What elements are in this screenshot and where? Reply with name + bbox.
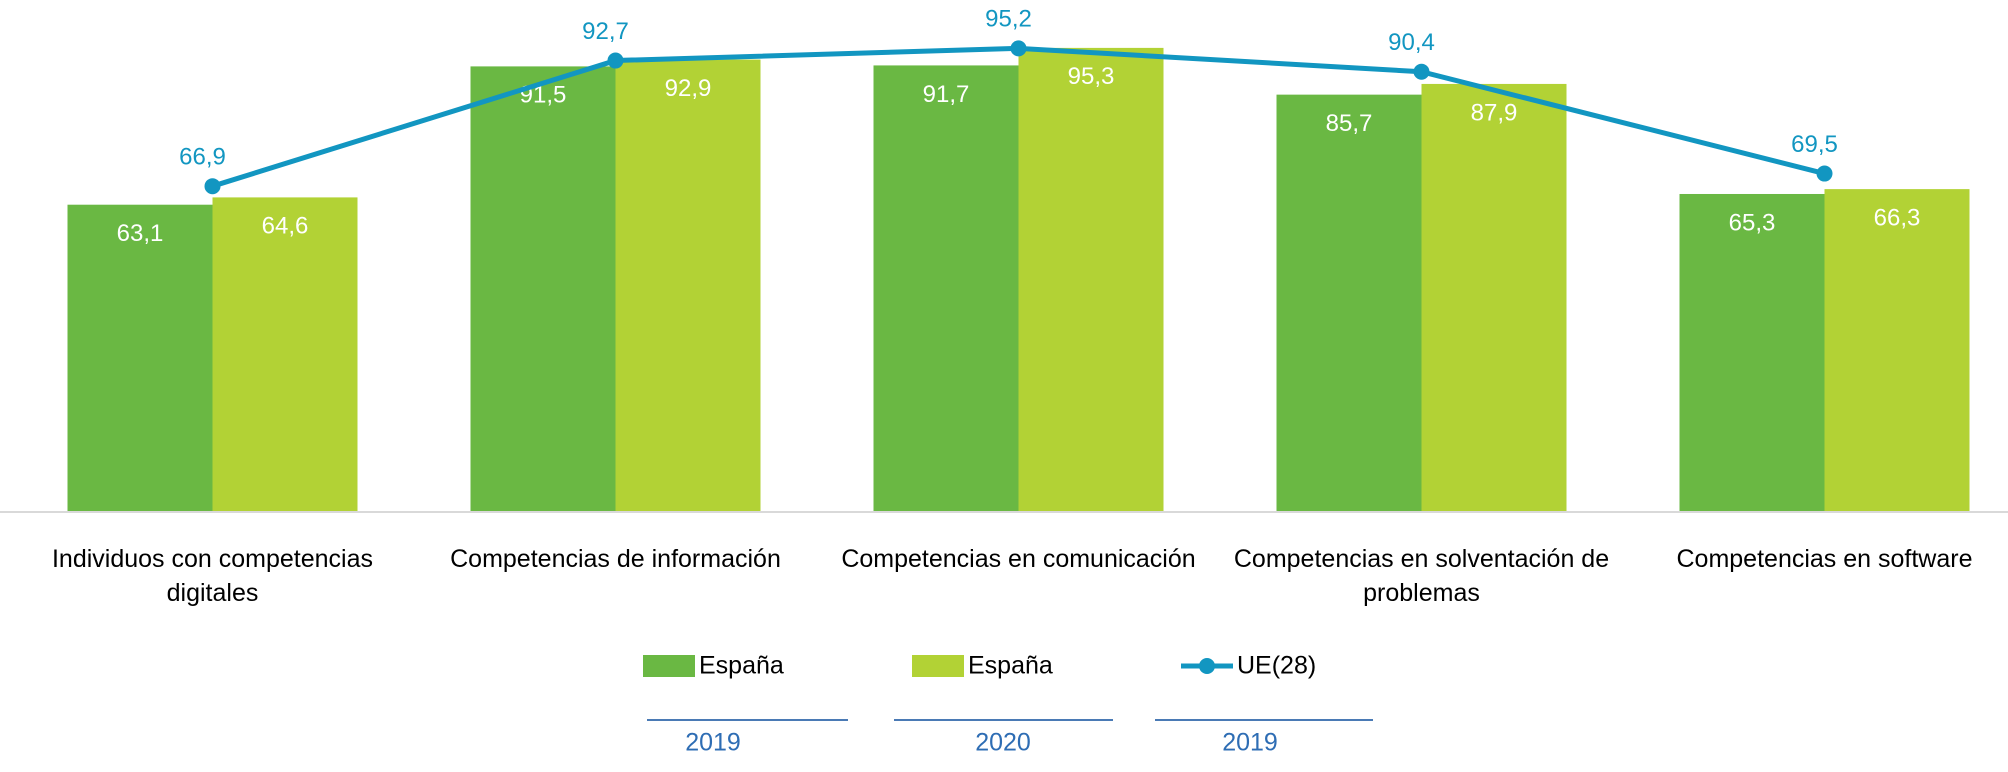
legend-sublabel: 2019 <box>685 729 741 757</box>
legend-swatch <box>1199 658 1215 674</box>
line-point <box>204 178 221 195</box>
bar-value-label: 87,9 <box>1471 99 1518 126</box>
line-point <box>607 52 624 69</box>
bar <box>212 197 358 512</box>
bar <box>67 204 213 512</box>
bar <box>470 66 616 513</box>
line-point <box>1816 165 1833 182</box>
legend-swatch <box>643 655 695 677</box>
bar-value-label: 63,1 <box>117 220 164 247</box>
line-value-label: 69,5 <box>1791 131 1838 158</box>
x-tick-label: Competencias de información <box>450 545 781 573</box>
bar <box>615 59 761 513</box>
x-tick-label: Competencias en comunicación <box>841 545 1195 573</box>
x-tick-label: Competencias en software <box>1677 545 1973 573</box>
bar-value-label: 85,7 <box>1326 110 1373 137</box>
x-tick-label: Individuos con competencias digitales <box>52 545 373 607</box>
line-value-label: 92,7 <box>582 18 629 45</box>
legend-sublabel: 2020 <box>975 729 1031 757</box>
line-value-label: 90,4 <box>1388 29 1435 56</box>
x-tick-label: Competencias en solventación de problemas <box>1234 545 1609 607</box>
bar-value-label: 91,7 <box>923 81 970 108</box>
line-point <box>1413 63 1430 80</box>
bar-value-label: 66,3 <box>1874 204 1921 231</box>
line-point <box>1010 40 1027 57</box>
bar <box>1679 193 1825 512</box>
bar-value-label: 64,6 <box>262 213 309 240</box>
legend-label: España <box>699 652 784 680</box>
line-value-label: 66,9 <box>179 144 226 171</box>
legend-swatch <box>912 655 964 677</box>
bar-value-label: 95,3 <box>1068 63 1115 90</box>
bar <box>873 65 1019 513</box>
legend-label: UE(28) <box>1237 652 1316 680</box>
bar <box>1018 47 1164 512</box>
legend-label: España <box>968 652 1053 680</box>
bar <box>1824 189 1970 512</box>
bar <box>1276 94 1422 513</box>
legend-sublabel: 2019 <box>1222 729 1278 757</box>
line-value-label: 95,2 <box>985 6 1032 33</box>
bar-value-label: 92,9 <box>665 75 712 102</box>
bar-value-label: 65,3 <box>1729 209 1776 236</box>
bar <box>1421 83 1567 512</box>
